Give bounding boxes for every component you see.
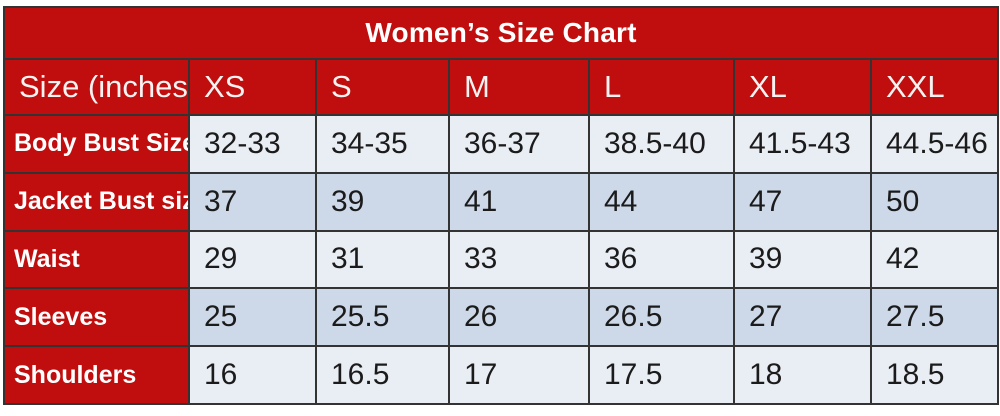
body-bust-l: 38.5-40: [588, 114, 735, 174]
waist-m: 33: [448, 229, 590, 290]
table-row-body-bust-size: Body Bust Size 32-33 34-35 36-37 38.5-40…: [3, 114, 1000, 174]
waist-s: 31: [315, 229, 450, 290]
shoulders-xs: 16: [188, 345, 317, 405]
size-header-row: Size (inches) XS S M L XL XXL: [3, 58, 1000, 116]
sleeves-m: 26: [448, 287, 590, 348]
header-size-xxl: XXL: [869, 58, 1000, 116]
header-size-xl: XL: [733, 58, 872, 116]
shoulders-xl: 18: [733, 345, 872, 405]
sleeves-xl: 27: [733, 287, 872, 348]
waist-xxl: 42: [869, 229, 1000, 290]
jacket-bust-m: 41: [448, 171, 590, 232]
body-bust-xl: 41.5-43: [733, 114, 872, 174]
jacket-bust-xxl: 50: [869, 171, 1000, 232]
body-bust-m: 36-37: [448, 114, 590, 174]
header-size-xs: XS: [188, 58, 317, 116]
sleeves-s: 25.5: [315, 287, 450, 348]
sleeves-xxl: 27.5: [869, 287, 1000, 348]
table-row-shoulders: Shoulders 16 16.5 17 17.5 18 18.5: [3, 345, 1000, 405]
shoulders-xxl: 18.5: [869, 345, 1000, 405]
row-label-body-bust-size: Body Bust Size: [3, 114, 190, 174]
chart-title: Women’s Size Chart: [2, 6, 1000, 60]
title-row: Women’s Size Chart: [2, 6, 1000, 60]
row-label-waist: Waist: [3, 229, 190, 290]
waist-xs: 29: [188, 229, 317, 290]
row-label-sleeves: Sleeves: [3, 287, 190, 348]
shoulders-s: 16.5: [315, 345, 450, 405]
table-row-waist: Waist 29 31 33 36 39 42: [3, 229, 1000, 290]
body-bust-xxl: 44.5-46: [869, 114, 1000, 174]
row-label-shoulders: Shoulders: [3, 345, 190, 405]
waist-xl: 39: [733, 229, 872, 290]
header-size-inches: Size (inches): [3, 58, 190, 116]
waist-l: 36: [588, 229, 735, 290]
sleeves-l: 26.5: [588, 287, 735, 348]
shoulders-l: 17.5: [588, 345, 735, 405]
body-bust-s: 34-35: [315, 114, 450, 174]
womens-size-chart-table: Women’s Size Chart Size (inches) XS S M …: [2, 6, 1000, 405]
sleeves-xs: 25: [188, 287, 317, 348]
body-bust-xs: 32-33: [188, 114, 317, 174]
jacket-bust-s: 39: [315, 171, 450, 232]
shoulders-m: 17: [448, 345, 590, 405]
header-size-s: S: [315, 58, 450, 116]
table-row-sleeves: Sleeves 25 25.5 26 26.5 27 27.5: [3, 287, 1000, 348]
table-row-jacket-bust-size: Jacket Bust size 37 39 41 44 47 50: [3, 171, 1000, 232]
size-chart-container: Women’s Size Chart Size (inches) XS S M …: [2, 6, 1000, 405]
header-size-l: L: [588, 58, 735, 116]
jacket-bust-xs: 37: [188, 171, 317, 232]
row-label-jacket-bust-size: Jacket Bust size: [3, 171, 190, 232]
jacket-bust-xl: 47: [733, 171, 872, 232]
jacket-bust-l: 44: [588, 171, 735, 232]
header-size-m: M: [448, 58, 590, 116]
